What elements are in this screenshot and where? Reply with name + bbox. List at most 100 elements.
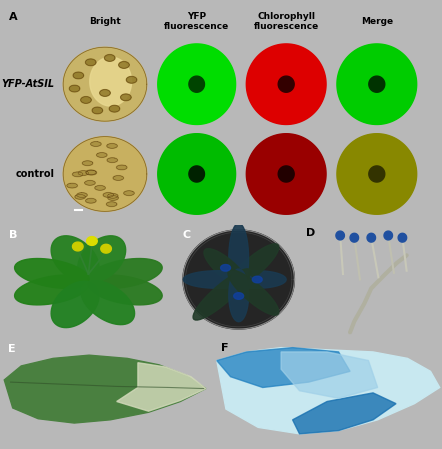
- Polygon shape: [293, 393, 396, 434]
- Text: A: A: [9, 12, 18, 22]
- Polygon shape: [168, 54, 225, 114]
- Polygon shape: [107, 202, 117, 207]
- Polygon shape: [343, 49, 411, 119]
- Polygon shape: [250, 48, 322, 120]
- Polygon shape: [353, 60, 401, 108]
- Polygon shape: [258, 56, 314, 112]
- Polygon shape: [169, 56, 224, 112]
- Polygon shape: [160, 135, 234, 213]
- Polygon shape: [51, 236, 99, 282]
- Polygon shape: [341, 138, 413, 210]
- Polygon shape: [109, 106, 120, 112]
- Polygon shape: [124, 191, 134, 195]
- Polygon shape: [86, 170, 97, 175]
- Text: YFP-AtSIL: YFP-AtSIL: [1, 79, 54, 89]
- Polygon shape: [75, 194, 85, 199]
- Polygon shape: [340, 137, 413, 211]
- Polygon shape: [352, 59, 401, 109]
- Polygon shape: [165, 141, 229, 207]
- Text: YFP
fluorescence: YFP fluorescence: [164, 12, 229, 31]
- Polygon shape: [356, 63, 397, 105]
- Polygon shape: [351, 148, 402, 200]
- Text: B: B: [9, 230, 17, 240]
- Polygon shape: [121, 94, 131, 101]
- Polygon shape: [96, 153, 107, 157]
- Polygon shape: [174, 150, 219, 198]
- Polygon shape: [261, 58, 312, 110]
- Polygon shape: [163, 139, 230, 209]
- Polygon shape: [348, 145, 405, 203]
- Polygon shape: [354, 62, 399, 107]
- Polygon shape: [338, 45, 416, 123]
- Polygon shape: [253, 140, 320, 208]
- Polygon shape: [266, 63, 307, 105]
- Polygon shape: [92, 107, 103, 114]
- Polygon shape: [259, 147, 313, 201]
- Text: D: D: [306, 228, 316, 238]
- Polygon shape: [162, 138, 232, 210]
- Polygon shape: [358, 65, 396, 104]
- Polygon shape: [248, 45, 324, 123]
- Polygon shape: [351, 57, 403, 111]
- Polygon shape: [354, 151, 399, 197]
- Polygon shape: [78, 236, 126, 282]
- Polygon shape: [339, 136, 414, 212]
- Polygon shape: [15, 275, 89, 305]
- Polygon shape: [350, 147, 404, 201]
- Polygon shape: [254, 141, 319, 207]
- Polygon shape: [164, 50, 229, 118]
- Polygon shape: [267, 154, 305, 194]
- Polygon shape: [189, 76, 205, 92]
- Polygon shape: [264, 62, 309, 107]
- Polygon shape: [262, 59, 311, 109]
- Polygon shape: [193, 269, 251, 320]
- Polygon shape: [343, 50, 410, 118]
- Text: C: C: [183, 230, 191, 240]
- Polygon shape: [164, 140, 229, 208]
- Polygon shape: [108, 196, 118, 200]
- Polygon shape: [359, 156, 394, 192]
- Polygon shape: [260, 57, 312, 111]
- Polygon shape: [126, 76, 137, 83]
- Polygon shape: [265, 62, 308, 106]
- Polygon shape: [252, 276, 262, 283]
- Polygon shape: [369, 76, 385, 92]
- Polygon shape: [357, 64, 397, 104]
- Polygon shape: [159, 45, 235, 123]
- Polygon shape: [166, 143, 227, 205]
- Polygon shape: [87, 237, 97, 246]
- Polygon shape: [250, 47, 323, 121]
- Polygon shape: [117, 363, 206, 411]
- Polygon shape: [172, 59, 221, 109]
- Polygon shape: [160, 45, 234, 123]
- Polygon shape: [262, 150, 310, 198]
- Polygon shape: [172, 149, 221, 199]
- Polygon shape: [340, 47, 413, 121]
- Polygon shape: [350, 57, 404, 111]
- Polygon shape: [369, 166, 385, 182]
- Text: control: control: [15, 169, 54, 179]
- Polygon shape: [359, 66, 394, 102]
- Polygon shape: [180, 67, 213, 101]
- Polygon shape: [229, 223, 248, 294]
- Polygon shape: [51, 281, 99, 328]
- Polygon shape: [183, 230, 294, 329]
- Polygon shape: [270, 67, 303, 101]
- Polygon shape: [258, 145, 315, 203]
- Polygon shape: [354, 61, 400, 108]
- Polygon shape: [180, 157, 213, 191]
- Polygon shape: [169, 145, 225, 203]
- Polygon shape: [355, 62, 398, 106]
- Polygon shape: [168, 144, 225, 204]
- Polygon shape: [342, 49, 412, 119]
- Polygon shape: [81, 97, 91, 103]
- Polygon shape: [384, 231, 392, 240]
- Polygon shape: [86, 170, 96, 175]
- Polygon shape: [358, 155, 395, 193]
- Text: Chlorophyll
fluorescence: Chlorophyll fluorescence: [254, 12, 319, 31]
- Polygon shape: [228, 270, 279, 315]
- Polygon shape: [171, 57, 222, 111]
- Polygon shape: [86, 198, 96, 203]
- Polygon shape: [266, 153, 307, 195]
- Polygon shape: [269, 66, 304, 102]
